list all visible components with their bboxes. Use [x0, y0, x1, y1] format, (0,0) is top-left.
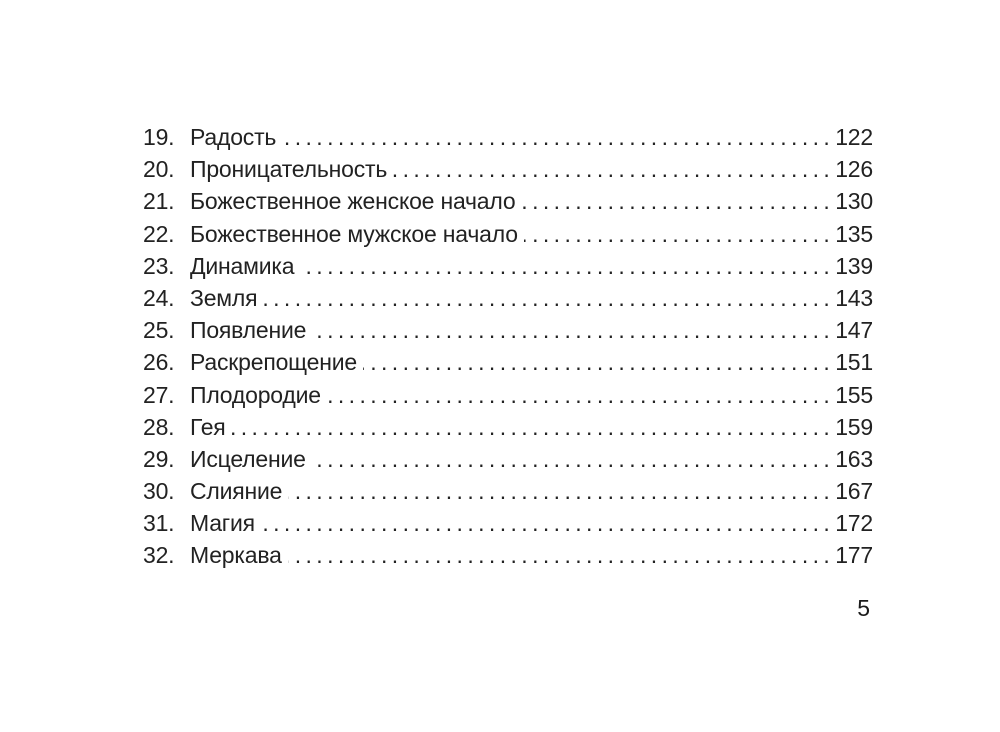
toc-entry-title: Появление [190, 317, 307, 344]
toc-entry-title: Божественное мужское начало [190, 220, 518, 247]
dot-leader [312, 443, 834, 475]
dot-leader [393, 153, 834, 185]
toc-entry-page: 177 [835, 542, 873, 569]
toc-entry-page: 172 [835, 510, 873, 537]
toc-entry-number: 27. [143, 381, 175, 408]
toc-entry-title: Земля [190, 284, 258, 311]
toc-entry: 30. Слияние 167 [143, 475, 873, 507]
toc-entry-number: 26. [143, 349, 175, 376]
dot-leader [261, 507, 834, 539]
toc-entry-page: 159 [835, 413, 873, 440]
toc-entry-number: 29. [143, 445, 175, 472]
toc-entry: 23. Динамика 139 [143, 250, 873, 282]
toc-entry-number: 25. [143, 317, 175, 344]
toc-entry-number: 21. [143, 188, 175, 215]
dot-leader [288, 475, 834, 507]
toc-entry: 29. Исцеление 163 [143, 443, 873, 475]
toc-entry-number: 32. [143, 542, 175, 569]
toc-entry-number: 19. [143, 124, 175, 150]
dot-leader [282, 121, 834, 153]
toc-entry-title: Гея [190, 413, 226, 440]
toc-entry-page: 143 [835, 284, 873, 311]
toc-entry-title: Слияние [190, 478, 283, 505]
toc-entry-page: 139 [835, 252, 873, 279]
toc-entry-title: Радость [190, 124, 277, 150]
toc-entry-number: 28. [143, 413, 175, 440]
toc-entry: 28. Гея 159 [143, 411, 873, 443]
page-number: 5 [857, 595, 870, 621]
toc-entry: 22. Божественное мужское начало 135 [143, 218, 873, 250]
toc-entry: 32. Меркава 177 [143, 539, 873, 571]
toc-entry-title: Плодородие [190, 381, 321, 408]
toc-entry-title: Меркава [190, 542, 282, 569]
toc-entry: 20. Проницательность 126 [143, 153, 873, 185]
toc-entry-title: Исцеление [190, 445, 306, 472]
dot-leader [232, 411, 835, 443]
toc-entry: 27. Плодородие 155 [143, 379, 873, 411]
toc-entry-number: 24. [143, 284, 175, 311]
toc-entry: 19. Радость 122 [143, 121, 873, 153]
toc-list: 19. Радость 122 20. Проницательность 126… [143, 121, 873, 572]
toc-entry: 31. Магия 172 [143, 507, 873, 539]
dot-leader [327, 379, 834, 411]
dot-leader [263, 282, 834, 314]
toc-entry-number: 31. [143, 510, 175, 537]
toc-entry-title: Магия [190, 510, 255, 537]
dot-leader [300, 250, 834, 282]
dot-leader [524, 218, 834, 250]
toc-entry: 26. Раскрепощение 151 [143, 346, 873, 378]
toc-entry: 21. Божественное женское начало 130 [143, 185, 873, 217]
toc-entry-page: 147 [835, 317, 873, 344]
toc-entry-page: 163 [835, 445, 873, 472]
toc-entry-title: Божественное женское начало [190, 188, 516, 215]
toc-entry-title: Динамика [190, 252, 295, 279]
toc-entry-page: 130 [835, 188, 873, 215]
toc-entry-title: Проницательность [190, 156, 388, 183]
toc-entry: 24. Земля 143 [143, 282, 873, 314]
toc-entry-number: 20. [143, 156, 175, 183]
toc-entry-page: 167 [835, 478, 873, 505]
dot-leader [288, 539, 835, 571]
toc-entry-page: 135 [835, 220, 873, 247]
dot-leader [312, 314, 834, 346]
toc-entry-number: 22. [143, 220, 175, 247]
dot-leader [521, 185, 834, 217]
toc-entry-title: Раскрепощение [190, 349, 357, 376]
toc-entry-page: 126 [835, 156, 873, 183]
toc-entry-number: 30. [143, 478, 175, 505]
dot-leader [363, 346, 834, 378]
toc-entry-page: 122 [835, 124, 873, 150]
toc-entry: 25. Появление 147 [143, 314, 873, 346]
toc-entry-page: 155 [835, 381, 873, 408]
toc-entry-number: 23. [143, 252, 175, 279]
toc-entry-page: 151 [835, 349, 873, 376]
